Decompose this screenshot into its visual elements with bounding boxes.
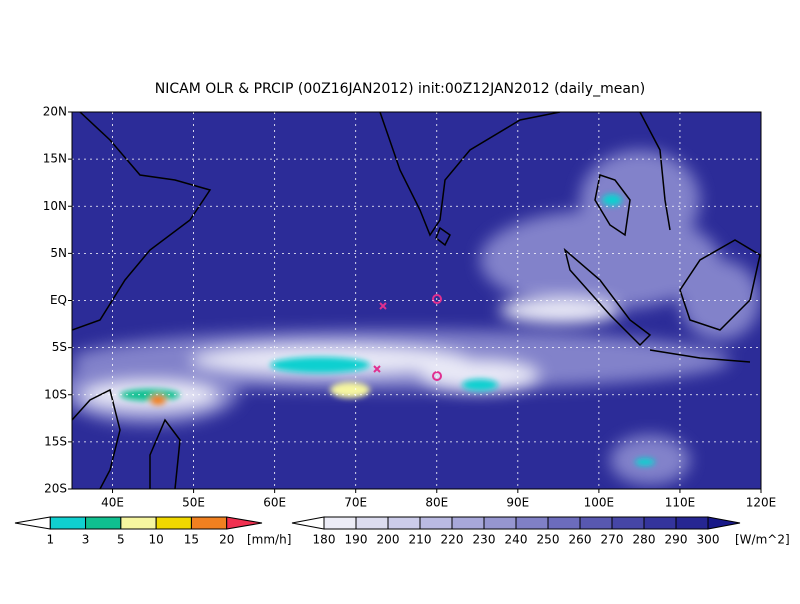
legend-swatch xyxy=(120,516,157,530)
lat-tick-label: 15N xyxy=(43,152,67,166)
legend-label: 260 xyxy=(569,533,592,547)
lon-tick-label: 80E xyxy=(425,496,448,510)
lon-tick-label: 40E xyxy=(101,496,124,510)
legend-swatch xyxy=(515,516,549,530)
lon-tick-label: 50E xyxy=(182,496,205,510)
lat-tick-label: 20N xyxy=(43,105,67,119)
legend-swatch xyxy=(547,516,581,530)
legend-label: 5 xyxy=(117,533,125,547)
legend-unit: [W/m^2] xyxy=(735,533,790,547)
legend-label: 190 xyxy=(345,533,368,547)
legend-label: 200 xyxy=(377,533,400,547)
legend-swatch xyxy=(387,516,421,530)
legend-swatch xyxy=(675,516,709,530)
legend-label: 15 xyxy=(184,533,199,547)
lat-tick-label: 5S xyxy=(52,340,67,354)
legend-label: 270 xyxy=(601,533,624,547)
lat-tick-label: 10N xyxy=(43,199,67,213)
legend-swatch xyxy=(155,516,192,530)
legend-label: 180 xyxy=(313,533,336,547)
legend-unit: [mm/h] xyxy=(247,533,291,547)
lon-tick-label: 110E xyxy=(665,496,696,510)
legend-swatch xyxy=(643,516,677,530)
lon-tick-label: 90E xyxy=(506,496,529,510)
legend-swatch xyxy=(579,516,613,530)
legend-swatch xyxy=(226,516,263,530)
lon-tick-label: 120E xyxy=(746,496,777,510)
legend-swatch xyxy=(419,516,453,530)
legend-swatch xyxy=(483,516,517,530)
legend-swatch xyxy=(85,516,122,530)
lon-tick-label: 70E xyxy=(344,496,367,510)
legend-label: 300 xyxy=(697,533,720,547)
legend-label: 230 xyxy=(473,533,496,547)
legend-swatch xyxy=(14,516,51,530)
map-title: NICAM OLR & PRCIP (00Z16JAN2012) init:00… xyxy=(155,81,646,97)
lat-tick-label: 10S xyxy=(44,387,67,401)
legend-swatch xyxy=(291,516,325,530)
lon-tick-label: 100E xyxy=(584,496,615,510)
legend-label: 210 xyxy=(409,533,432,547)
legend-label: 290 xyxy=(665,533,688,547)
legend-swatch xyxy=(611,516,645,530)
legend-label: 3 xyxy=(82,533,90,547)
legend-swatch xyxy=(451,516,485,530)
legend-label: 20 xyxy=(219,533,234,547)
legend-swatch xyxy=(49,516,87,530)
legend-label: 1 xyxy=(46,533,54,547)
legend-swatch xyxy=(707,516,741,530)
legend-swatch xyxy=(355,516,389,530)
legend-label: 250 xyxy=(537,533,560,547)
legend-label: 10 xyxy=(149,533,164,547)
legend-label: 280 xyxy=(633,533,656,547)
map-field xyxy=(72,112,761,489)
lon-tick-label: 60E xyxy=(263,496,286,510)
lat-tick-label: 15S xyxy=(44,434,67,448)
legend-label: 240 xyxy=(505,533,528,547)
legend-swatch xyxy=(190,516,228,530)
grid xyxy=(72,112,761,489)
legends: 1 3 5 10 15 20 [mm/h] 180 190 200 210 220 230 240 250 2… xyxy=(14,516,790,547)
legend-label: 220 xyxy=(441,533,464,547)
lat-tick-label: 5N xyxy=(50,246,67,260)
lat-tick-label: EQ xyxy=(50,293,67,307)
legend-swatch xyxy=(323,516,357,530)
lat-tick-label: 20S xyxy=(44,482,67,496)
